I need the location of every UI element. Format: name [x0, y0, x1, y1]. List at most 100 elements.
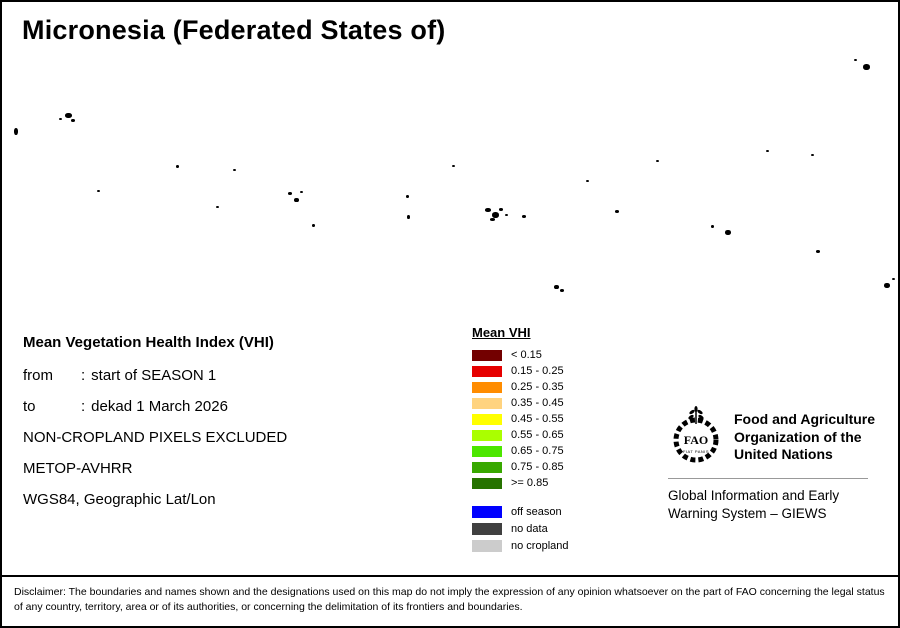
island-marker — [407, 215, 410, 219]
fao-org-name: Food and Agriculture Organization of the… — [734, 406, 875, 464]
giews-line: Warning System – GIEWS — [668, 505, 827, 521]
details-value: start of SEASON 1 — [91, 367, 217, 384]
island-marker — [492, 212, 499, 218]
island-marker — [65, 113, 72, 118]
island-marker — [854, 59, 857, 61]
details-row: NON-CROPLAND PIXELS EXCLUDED — [23, 429, 287, 446]
island-marker — [811, 154, 814, 156]
legend-swatch — [472, 540, 502, 552]
legend-extra-items: off season no data no cropland — [472, 506, 569, 552]
details-heading: Mean Vegetation Health Index (VHI) — [23, 334, 274, 351]
legend-item: 0.55 - 0.65 — [472, 429, 569, 441]
island-marker — [59, 118, 62, 120]
legend-swatch — [472, 349, 502, 361]
legend-item: 0.35 - 0.45 — [472, 397, 569, 409]
legend-swatch — [472, 461, 502, 473]
legend-label: 0.35 - 0.45 — [511, 397, 564, 409]
island-marker — [863, 64, 870, 70]
legend-item: 0.25 - 0.35 — [472, 381, 569, 393]
island-marker — [288, 192, 292, 195]
giews-line: Global Information and Early — [668, 488, 840, 503]
island-marker — [216, 206, 219, 208]
fao-org-line: United Nations — [734, 446, 833, 462]
island-marker — [294, 198, 299, 202]
fao-logo-motto: FIAT PANIS — [683, 449, 709, 454]
details-rows: from: start of SEASON 1 to: dekad 1 March 2… — [23, 367, 287, 508]
legend-label: 0.25 - 0.35 — [511, 381, 564, 393]
details-value: dekad 1 March 2026 — [91, 398, 228, 415]
legend-title: Mean VHI — [472, 325, 531, 340]
island-marker — [312, 224, 315, 227]
details-row: WGS84, Geographic Lat/Lon — [23, 491, 287, 508]
island-marker — [725, 230, 731, 235]
legend-item: no cropland — [472, 540, 569, 552]
legend-label: >= 0.85 — [511, 477, 549, 489]
island-marker — [656, 160, 659, 162]
details-row: to: dekad 1 March 2026 — [23, 398, 287, 415]
fao-logo-icon: FAO FIAT PANIS — [673, 406, 719, 463]
island-marker — [14, 128, 18, 135]
legend-item: 0.15 - 0.25 — [472, 365, 569, 377]
island-marker — [485, 208, 491, 212]
details-label: to — [23, 398, 36, 415]
island-marker — [560, 289, 564, 292]
legend-item: >= 0.85 — [472, 477, 569, 489]
island-marker — [816, 250, 820, 253]
island-marker — [300, 191, 303, 193]
island-marker — [554, 285, 559, 289]
island-marker — [233, 169, 236, 171]
island-marker — [711, 225, 714, 228]
legend-label: off season — [511, 506, 562, 518]
island-marker — [452, 165, 455, 167]
legend-swatch — [472, 413, 502, 425]
legend: Mean VHI < 0.15 0.15 - 0.25 0.25 - 0.35 0.3… — [472, 325, 569, 557]
legend-label: 0.15 - 0.25 — [511, 365, 564, 377]
details-value: NON-CROPLAND PIXELS EXCLUDED — [23, 429, 288, 446]
details-value: WGS84, Geographic Lat/Lon — [23, 491, 216, 508]
island-marker — [884, 283, 890, 288]
wheat-ear-icon — [688, 406, 704, 420]
fao-org-line: Organization of the — [734, 428, 862, 445]
details-value: METOP-AVHRR — [23, 460, 133, 477]
fao-header: FAO FIAT PANIS Food and Agriculture Orga… — [668, 406, 890, 466]
legend-swatch — [472, 477, 502, 489]
details-separator: : — [81, 398, 86, 415]
island-marker — [176, 165, 179, 168]
island-marker — [892, 278, 895, 280]
map-details: Mean Vegetation Health Index (VHI) from:… — [23, 334, 287, 522]
disclaimer: Disclaimer: The boundaries and names sho… — [2, 574, 898, 626]
island-marker — [522, 215, 526, 218]
legend-item: off season — [472, 506, 569, 518]
island-marker — [490, 218, 495, 221]
island-marker — [97, 190, 100, 192]
page-title: Micronesia (Federated States of) — [22, 15, 446, 45]
legend-swatch — [472, 397, 502, 409]
legend-item: 0.75 - 0.85 — [472, 461, 569, 473]
legend-swatch — [472, 429, 502, 441]
island-marker — [71, 119, 75, 122]
island-marker — [766, 150, 769, 152]
legend-item: < 0.15 — [472, 349, 569, 361]
legend-item: no data — [472, 523, 569, 535]
fao-org-line: Food and Agriculture — [734, 411, 876, 427]
legend-swatch — [472, 445, 502, 457]
details-separator: : — [81, 367, 86, 384]
legend-item: 0.45 - 0.55 — [472, 413, 569, 425]
legend-swatch — [472, 381, 502, 393]
details-row: from: start of SEASON 1 — [23, 367, 287, 384]
legend-items: < 0.15 0.15 - 0.25 0.25 - 0.35 0.35 - 0.45 0… — [472, 349, 569, 489]
legend-label: 0.55 - 0.65 — [511, 429, 564, 441]
legend-swatch — [472, 523, 502, 535]
legend-label: no cropland — [511, 540, 569, 552]
legend-swatch — [472, 365, 502, 377]
legend-label: 0.45 - 0.55 — [511, 413, 564, 425]
legend-label: 0.65 - 0.75 — [511, 445, 564, 457]
divider — [668, 478, 868, 479]
fao-logo-text: FAO — [684, 433, 708, 447]
island-marker — [615, 210, 619, 213]
legend-label: < 0.15 — [511, 349, 542, 361]
legend-swatch — [472, 506, 502, 518]
island-marker — [499, 208, 503, 211]
